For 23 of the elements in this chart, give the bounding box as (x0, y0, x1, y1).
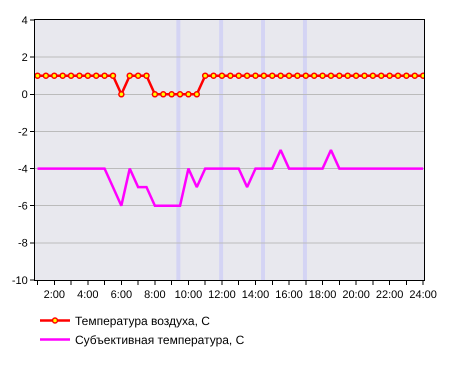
x-tick-label: 20:00 (342, 289, 370, 302)
x-tick-label: 22:00 (376, 289, 404, 302)
x-tick-label: 6:00 (110, 289, 132, 302)
y-tick-label: 0 (22, 89, 28, 102)
line-series (36, 148, 424, 207)
y-tick-label: -4 (18, 163, 28, 176)
x-tick-label: 16:00 (275, 289, 303, 302)
legend-label: Температура воздуха, С (75, 314, 210, 328)
x-tick-label: 10:00 (174, 289, 202, 302)
y-tick-label: 4 (22, 14, 28, 27)
x-tick-label: 12:00 (208, 289, 236, 302)
y-tick-label: -8 (18, 238, 28, 250)
x-tick-label: 4:00 (77, 289, 99, 302)
x-tick-label: 8:00 (144, 289, 166, 302)
legend-label: Субъективная температура, С (75, 333, 245, 348)
y-tick-label: 2 (22, 52, 28, 64)
y-tick-label: -10 (12, 274, 28, 287)
x-tick-label: 2:00 (44, 289, 65, 302)
y-tick-label: -2 (18, 126, 28, 138)
x-tick-label: 18:00 (308, 289, 336, 302)
x-tick-label: 14:00 (242, 289, 270, 302)
x-tick-label: 24:00 (409, 289, 437, 302)
y-tick-label: -6 (18, 200, 28, 213)
